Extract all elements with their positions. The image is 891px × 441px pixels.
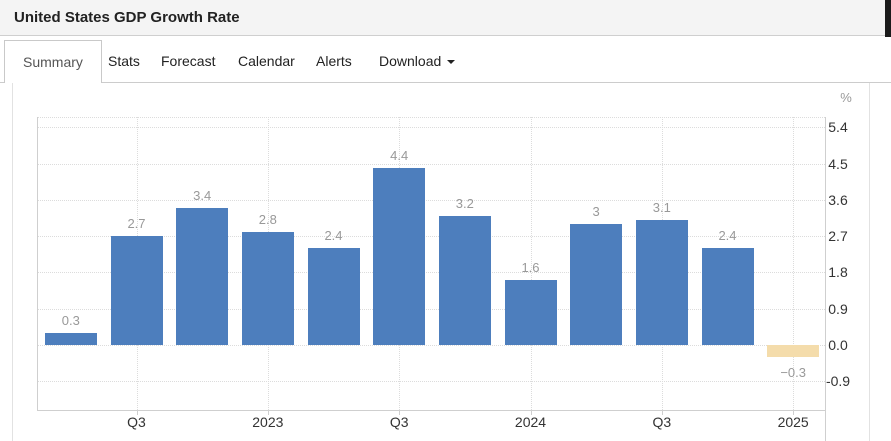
x-axis-label: 2023 [252,414,284,430]
x-axis-label: Q3 [127,414,146,430]
x-axis-tick [136,410,138,415]
x-gridline [530,117,532,410]
x-axis-label: 2025 [777,414,809,430]
bar-value-label: 3.2 [455,195,474,211]
y-gridline [37,199,825,201]
y-gridline [37,127,825,129]
y-gridline [37,381,825,383]
y-axis-tick-label: -0.9 [825,373,851,390]
tab-alerts-label: Alerts [316,53,352,69]
tab-bar: Summary Stats Forecast Calendar Alerts D… [0,37,891,83]
x-axis-tick [793,410,795,415]
panel-left-border [12,83,13,441]
x-axis-line [37,410,825,411]
bar-value-label: 2.4 [718,228,737,244]
tab-download-label: Download [379,53,442,69]
x-axis-label: 2024 [514,414,547,430]
bar-value-label: 3 [592,204,600,219]
tab-calendar-label: Calendar [238,53,295,69]
bar[interactable] [307,248,360,345]
tab-stats[interactable]: Stats [108,53,140,69]
x-axis-label: Q3 [389,414,409,430]
panel-right-border [869,83,870,441]
y-axis-unit-label: % [840,90,852,105]
bar-value-label: −0.3 [780,365,806,381]
x-axis-label: Q3 [652,414,672,430]
bar[interactable] [504,280,557,345]
bar-value-label: 2.4 [324,228,343,244]
bar[interactable] [701,248,754,345]
y-axis-tick-label: 0.9 [828,300,848,317]
bar-value-label: 4.4 [390,147,409,163]
y-axis-tick-label: 2.7 [828,228,848,245]
plot-left-border [37,117,38,410]
bar[interactable] [373,167,426,345]
bar[interactable] [176,207,229,345]
y-axis-tick-label: 5.4 [828,119,848,136]
bar-value-label: 0.3 [61,312,80,328]
tab-download[interactable]: Download [379,53,456,69]
bar[interactable] [635,219,688,345]
bar-value-label: 2.7 [127,216,146,232]
y-gridline [37,236,825,238]
plot-top-border [37,117,825,118]
y-gridline [37,345,825,346]
bar-value-label: 3.4 [193,187,212,203]
y-axis-tick-label: 3.6 [828,191,848,208]
bar[interactable] [44,332,97,345]
x-axis-tick [530,410,532,415]
window-edge-strip [885,0,891,37]
plot-right-border [825,117,826,441]
tab-bar-divider [0,82,891,83]
chevron-down-icon [447,60,456,65]
x-axis-tick [267,410,269,415]
x-axis-tick [399,410,401,415]
bar-value-label: 3.1 [652,199,671,215]
y-gridline [37,308,825,310]
y-axis-tick-label: 1.8 [828,264,848,281]
tab-summary-label: Summary [23,54,83,70]
tab-forecast[interactable]: Forecast [161,53,215,69]
tab-alerts[interactable]: Alerts [316,53,352,69]
x-gridline [793,117,795,410]
y-axis-tick-label: 4.5 [828,155,848,172]
bar-negative[interactable] [767,345,820,358]
y-gridline [37,163,825,165]
tab-stats-label: Stats [108,53,140,69]
tab-forecast-label: Forecast [161,53,216,69]
bar-value-label: 1.6 [521,260,540,276]
x-axis-tick [661,410,663,415]
page-header: United States GDP Growth Rate [0,0,891,36]
tab-summary[interactable]: Summary [4,40,102,83]
bar[interactable] [110,236,163,345]
bar[interactable] [438,215,491,345]
page-title: United States GDP Growth Rate [14,9,240,26]
y-axis-tick-label: 0.0 [828,337,848,353]
bar-value-label: 2.8 [258,212,277,228]
bar[interactable] [570,224,623,345]
tab-calendar[interactable]: Calendar [238,53,295,69]
bar[interactable] [241,232,294,345]
y-gridline [37,272,825,274]
